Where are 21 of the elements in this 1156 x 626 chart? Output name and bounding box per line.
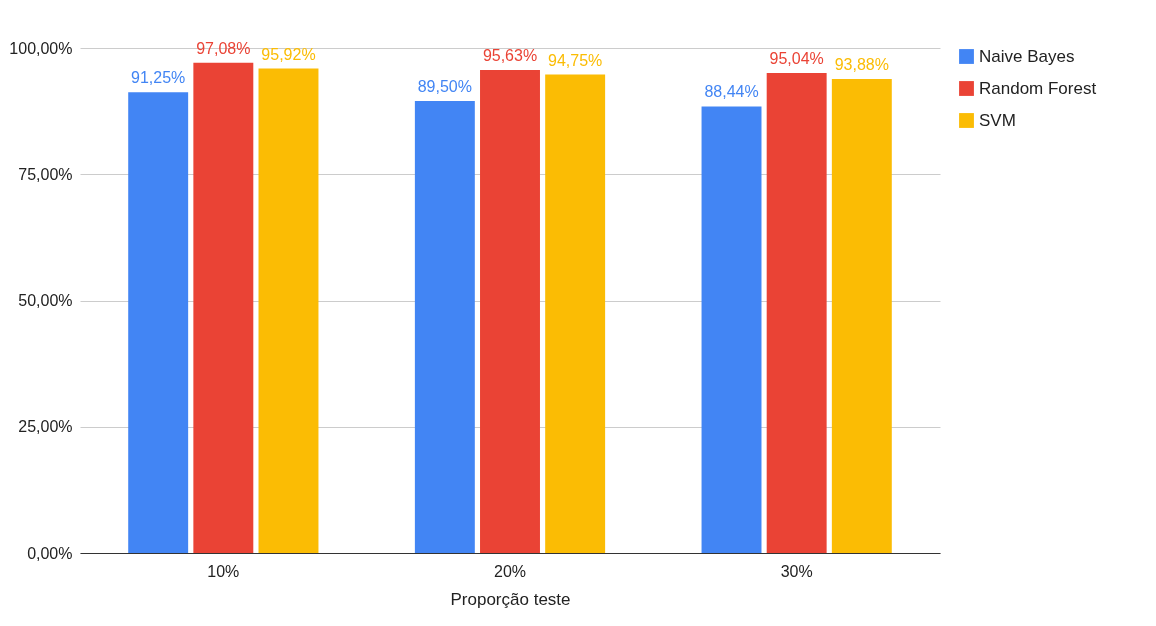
legend-label: Naive Bayes <box>979 46 1075 66</box>
x-axis-title: Proporção teste <box>450 589 571 609</box>
x-tick-label: 20% <box>493 562 527 580</box>
x-tick-label: 10% <box>207 562 240 580</box>
y-tick-label: 50,00% <box>18 292 73 309</box>
data-label: 94,75% <box>548 51 603 69</box>
y-tick-label: 0,00% <box>27 544 73 562</box>
data-label: 91,25% <box>131 69 186 87</box>
data-label: 95,92% <box>261 45 316 63</box>
data-label: 88,44% <box>704 83 759 101</box>
data-label: 97,08% <box>196 39 251 57</box>
data-label: 93,88% <box>834 55 889 73</box>
data-label: 95,04% <box>769 50 824 68</box>
y-tick-label: 75,00% <box>18 165 73 183</box>
y-tick-label: 100,00% <box>9 39 73 57</box>
y-tick-label: 25,00% <box>18 418 73 436</box>
legend-label: SVM <box>979 110 1016 130</box>
legend-label: Random Forest <box>979 78 1097 98</box>
x-tick-label: 30% <box>780 562 813 580</box>
data-label: 95,63% <box>482 47 538 65</box>
data-label: 89,50% <box>417 78 472 96</box>
